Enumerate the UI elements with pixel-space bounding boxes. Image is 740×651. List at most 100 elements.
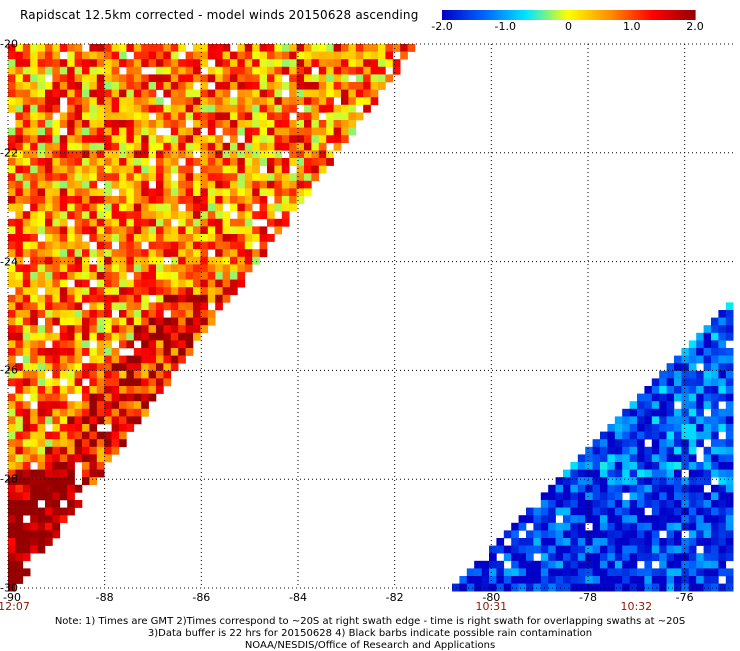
heatmap-cell bbox=[341, 135, 349, 144]
heatmap-cell bbox=[119, 82, 127, 90]
heatmap-cell bbox=[681, 477, 690, 486]
heatmap-cell bbox=[215, 180, 223, 189]
heatmap-cell bbox=[111, 120, 120, 128]
heatmap-cell bbox=[59, 165, 68, 174]
heatmap-cell bbox=[570, 560, 579, 569]
colorbar-segment bbox=[511, 10, 515, 20]
heatmap-cell bbox=[725, 576, 734, 584]
heatmap-cell bbox=[622, 500, 630, 508]
heatmap-cell bbox=[540, 515, 549, 524]
heatmap-cell bbox=[126, 294, 135, 303]
heatmap-cell bbox=[163, 196, 172, 204]
heatmap-cell bbox=[59, 325, 68, 334]
heatmap-cell bbox=[252, 256, 260, 265]
heatmap-cell bbox=[659, 477, 667, 486]
heatmap-cell bbox=[74, 363, 83, 372]
heatmap-cell bbox=[281, 82, 290, 90]
heatmap-cell bbox=[215, 44, 223, 52]
heatmap-cell bbox=[600, 477, 608, 486]
heatmap-cell bbox=[156, 287, 164, 296]
heatmap-cell bbox=[133, 196, 142, 204]
heatmap-cell bbox=[104, 272, 112, 280]
heatmap-cell bbox=[659, 545, 667, 554]
heatmap-cell bbox=[156, 150, 164, 159]
heatmap-cell bbox=[45, 462, 53, 470]
heatmap-cell bbox=[333, 66, 342, 75]
colorbar-segment bbox=[657, 10, 660, 20]
heatmap-cell bbox=[230, 234, 238, 242]
heatmap-cell bbox=[96, 325, 105, 334]
heatmap-cell bbox=[178, 89, 186, 98]
heatmap-cell bbox=[119, 424, 127, 432]
heatmap-cell bbox=[82, 158, 90, 166]
heatmap-cell bbox=[696, 370, 704, 379]
heatmap-cell bbox=[15, 142, 24, 151]
heatmap-cell bbox=[237, 127, 246, 136]
heatmap-cell bbox=[22, 180, 31, 189]
heatmap-cell bbox=[222, 264, 231, 273]
heatmap-cell bbox=[22, 158, 31, 166]
heatmap-cell bbox=[22, 553, 31, 562]
heatmap-cell bbox=[540, 500, 549, 508]
heatmap-cell bbox=[585, 538, 593, 546]
heatmap-cell bbox=[15, 386, 24, 394]
heatmap-cell bbox=[22, 310, 31, 318]
y-tick-label: -20 bbox=[0, 37, 18, 51]
heatmap-cell bbox=[126, 256, 135, 265]
heatmap-cell bbox=[8, 431, 16, 440]
heatmap-cell bbox=[89, 226, 98, 235]
swath-time-label: 10:32 bbox=[620, 600, 653, 613]
heatmap-cell bbox=[89, 59, 98, 68]
heatmap-cell bbox=[30, 196, 38, 204]
colorbar-segment bbox=[549, 10, 553, 20]
heatmap-cell bbox=[45, 142, 53, 151]
heatmap-cell bbox=[296, 120, 305, 128]
heatmap-cell bbox=[119, 294, 127, 303]
heatmap-cell bbox=[585, 530, 593, 539]
heatmap-cell bbox=[8, 500, 16, 508]
heatmap-cell bbox=[170, 310, 179, 318]
colorbar-segment bbox=[454, 10, 458, 20]
heatmap-cell bbox=[215, 264, 223, 273]
heatmap-cell bbox=[193, 89, 201, 98]
heatmap-cell bbox=[126, 408, 135, 417]
heatmap-cell bbox=[15, 462, 24, 470]
heatmap-cell bbox=[37, 294, 46, 303]
heatmap-cell bbox=[193, 104, 201, 113]
heatmap-cell bbox=[111, 51, 120, 60]
heatmap-cell bbox=[703, 462, 712, 470]
heatmap-cell bbox=[156, 188, 164, 197]
heatmap-cell bbox=[141, 256, 149, 265]
heatmap-cell bbox=[74, 294, 83, 303]
heatmap-cell bbox=[96, 196, 105, 204]
heatmap-cell bbox=[193, 317, 201, 326]
heatmap-cell bbox=[15, 553, 24, 562]
colorbar-segment bbox=[642, 10, 645, 20]
heatmap-cell bbox=[178, 104, 186, 113]
heatmap-cell bbox=[37, 393, 46, 402]
heatmap-cell bbox=[45, 386, 53, 394]
heatmap-cell bbox=[215, 51, 223, 60]
heatmap-cell bbox=[548, 515, 556, 524]
heatmap-cell bbox=[89, 112, 98, 121]
heatmap-cell bbox=[526, 530, 534, 539]
heatmap-cell bbox=[355, 66, 364, 75]
heatmap-cell bbox=[30, 59, 38, 68]
heatmap-cell bbox=[585, 469, 593, 478]
heatmap-cell bbox=[193, 241, 201, 250]
heatmap-cell bbox=[215, 226, 223, 235]
heatmap-cell bbox=[718, 454, 727, 463]
heatmap-cell bbox=[718, 560, 727, 569]
heatmap-cell bbox=[170, 104, 179, 113]
heatmap-cell bbox=[703, 515, 712, 524]
heatmap-cell bbox=[170, 188, 179, 197]
heatmap-cell bbox=[8, 302, 16, 311]
heatmap-cell bbox=[304, 127, 312, 136]
heatmap-cell bbox=[622, 439, 630, 448]
heatmap-cell bbox=[156, 332, 164, 341]
heatmap-cell bbox=[725, 310, 734, 318]
heatmap-cell bbox=[59, 180, 68, 189]
heatmap-cell bbox=[511, 545, 519, 554]
heatmap-cell bbox=[126, 112, 135, 121]
heatmap-cell bbox=[15, 158, 24, 166]
